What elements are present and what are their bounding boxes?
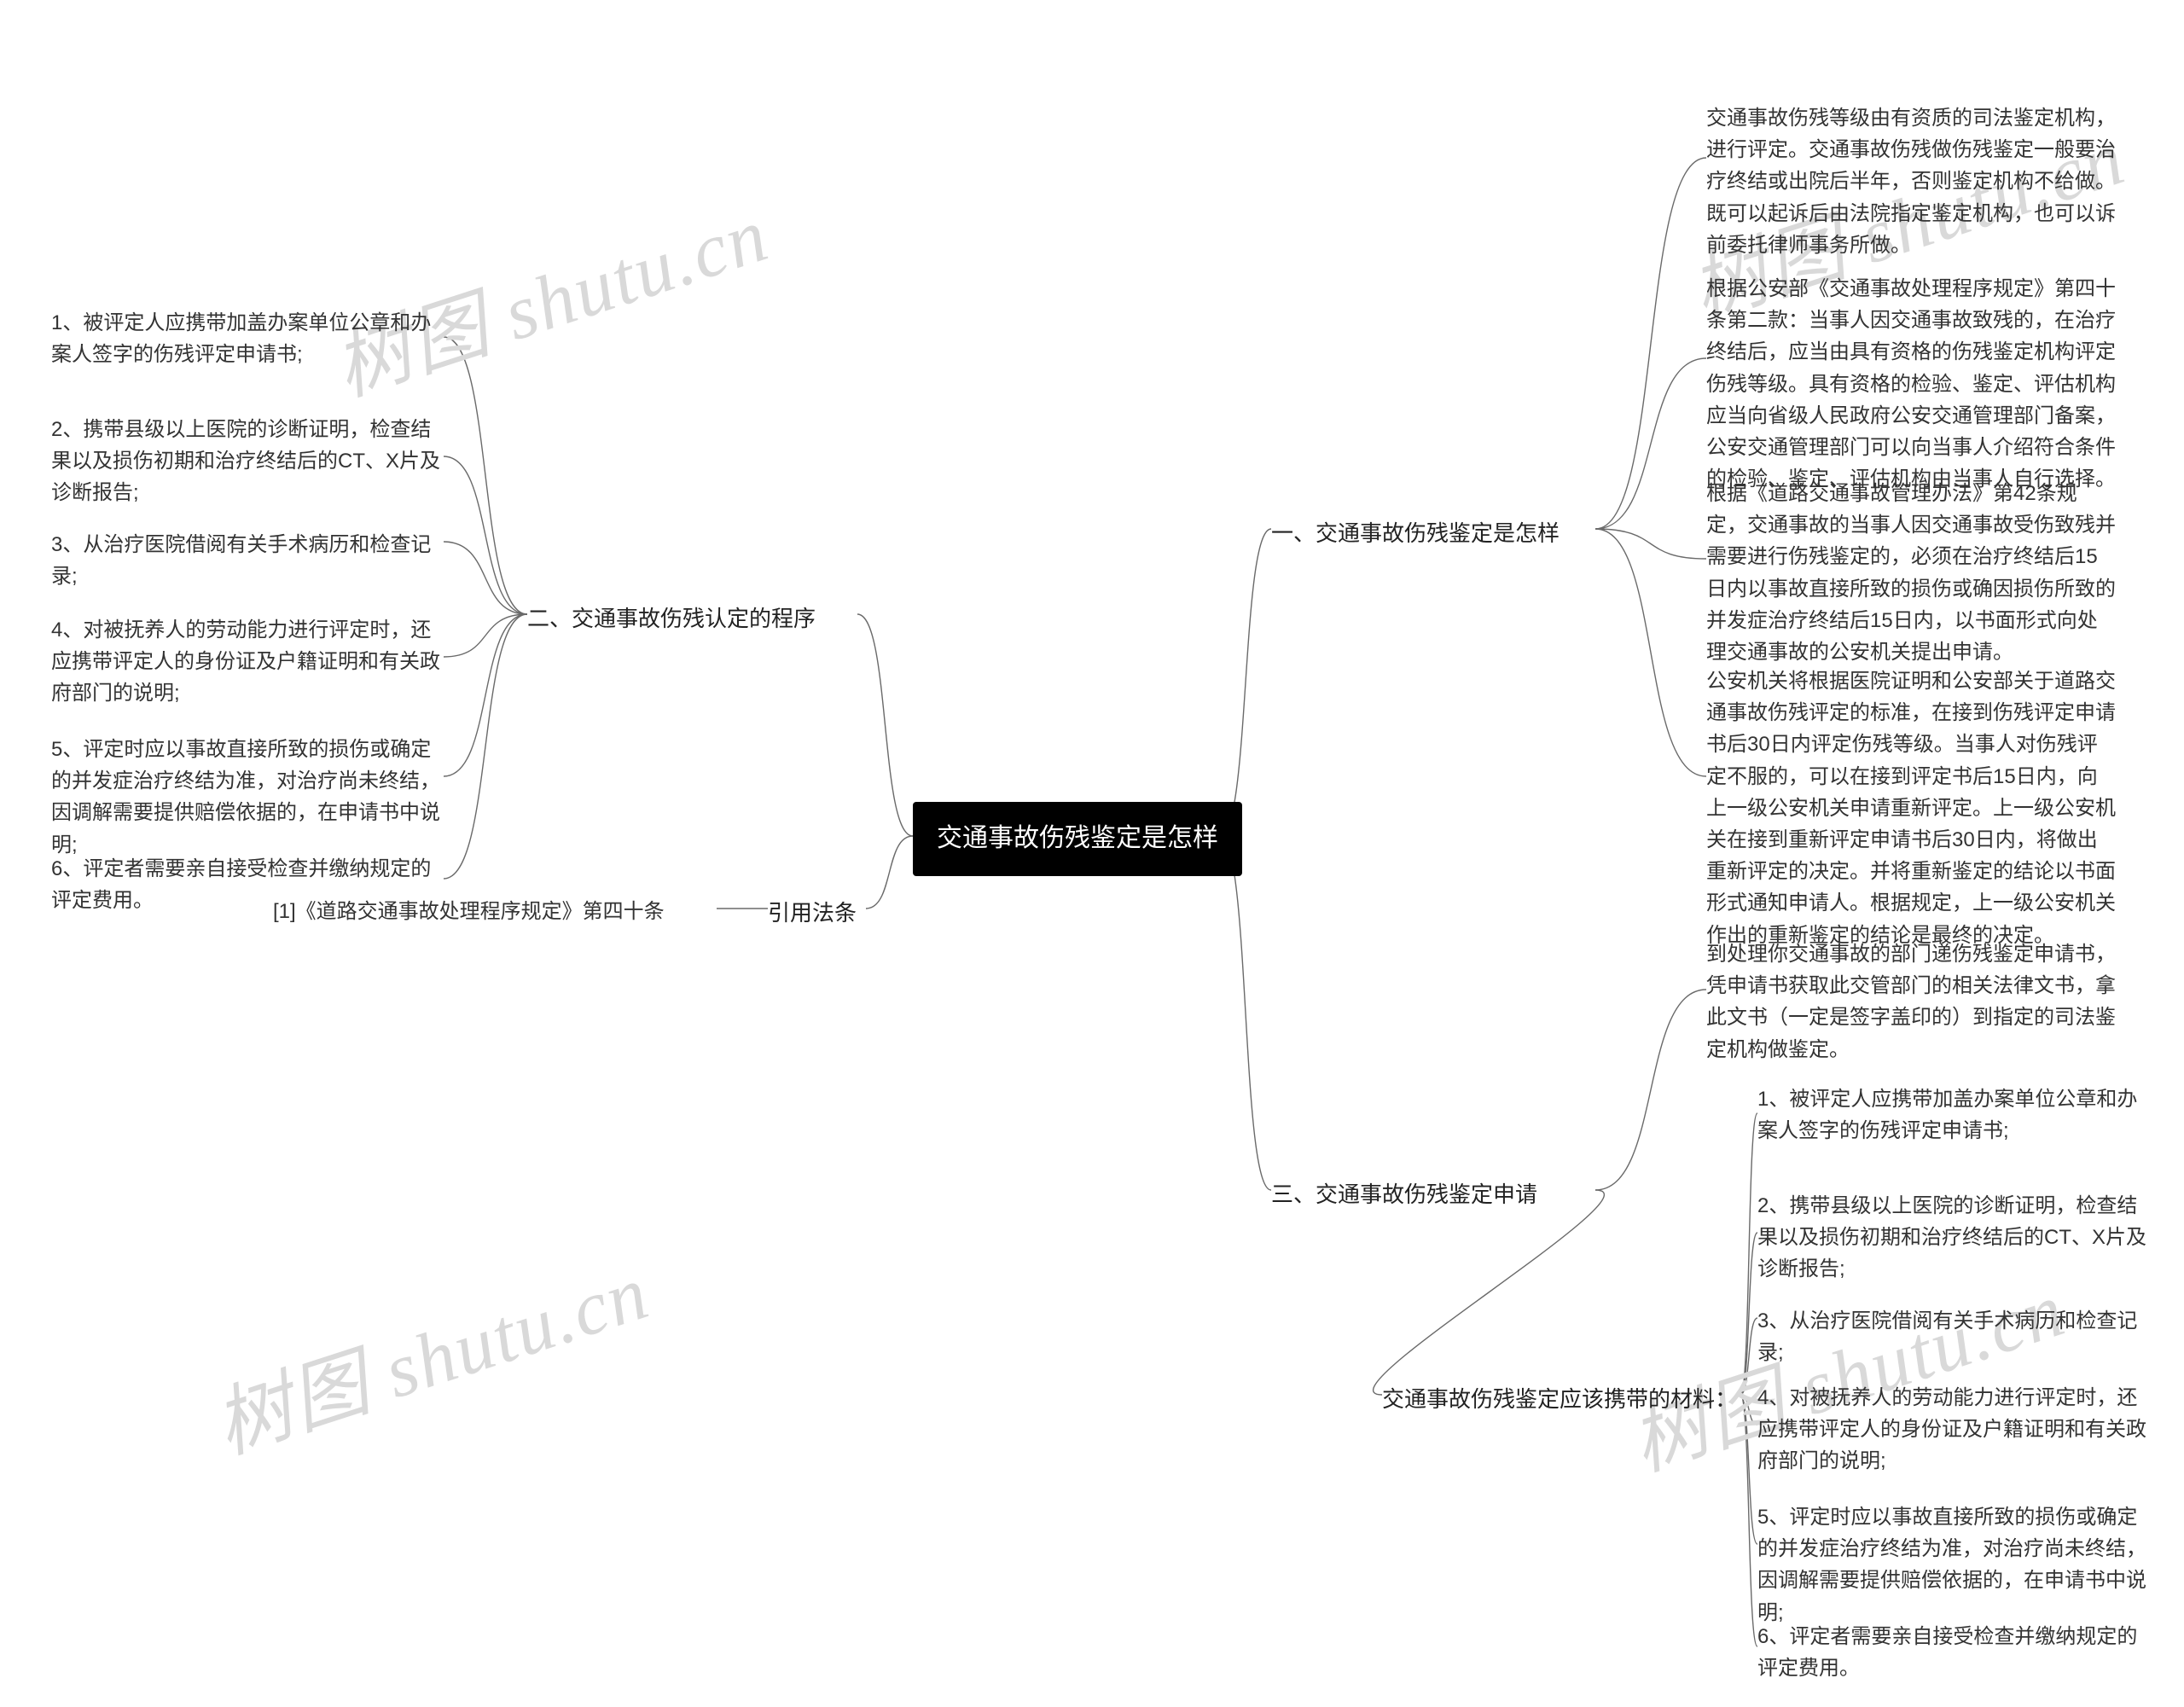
leaf-b3-6: 6、评定者需要亲自接受检查并缴纳规定的评定费用。 (1757, 1621, 2150, 1684)
watermark: 树图 shutu.cn (318, 172, 780, 416)
leaf-b2-1: 1、被评定人应携带加盖办案单位公章和办案人签字的伤残评定申请书; (51, 307, 444, 370)
branch-4[interactable]: 引用法条 (768, 896, 857, 930)
leaf-b4-1: [1]《道路交通事故处理程序规定》第四十条 (273, 896, 717, 927)
mindmap-canvas: 树图 shutu.cn 树图 shutu.cn 树图 shutu.cn 树图 s… (0, 0, 2184, 1707)
leaf-b3-2: 2、携带县级以上医院的诊断证明，检查结果以及损伤初期和治疗终结后的CT、X片及诊… (1757, 1190, 2150, 1286)
leaf-b2-3: 3、从治疗医院借阅有关手术病历和检查记录; (51, 529, 444, 592)
branch-3-sub[interactable]: 交通事故伤残鉴定应该携带的材料： (1382, 1382, 1740, 1416)
leaf-b3-0: 到处理你交通事故的部门递伤残鉴定申请书，凭申请书获取此交管部门的相关法律文书，拿… (1706, 938, 2116, 1065)
leaf-b1-1: 交通事故伤残等级由有资质的司法鉴定机构，进行评定。交通事故伤残做伤残鉴定一般要治… (1706, 102, 2116, 261)
leaf-b3-1: 1、被评定人应携带加盖办案单位公章和办案人签字的伤残评定申请书; (1757, 1083, 2150, 1147)
leaf-b2-2: 2、携带县级以上医院的诊断证明，检查结果以及损伤初期和治疗终结后的CT、X片及诊… (51, 414, 444, 509)
watermark: 树图 shutu.cn (199, 1230, 660, 1474)
leaf-b1-3: 根据《道路交通事故管理办法》第42条规定，交通事故的当事人因交通事故受伤致残并需… (1706, 478, 2116, 668)
leaf-b1-2: 根据公安部《交通事故处理程序规定》第四十条第二款：当事人因交通事故致残的，在治疗… (1706, 273, 2116, 495)
root-node[interactable]: 交通事故伤残鉴定是怎样 (913, 802, 1242, 876)
leaf-b2-5: 5、评定时应以事故直接所致的损伤或确定的并发症治疗终结为准，对治疗尚未终结，因调… (51, 734, 444, 861)
leaf-b3-5: 5、评定时应以事故直接所致的损伤或确定的并发症治疗终结为准，对治疗尚未终结，因调… (1757, 1501, 2150, 1629)
branch-1[interactable]: 一、交通事故伤残鉴定是怎样 (1271, 516, 1560, 550)
branch-3[interactable]: 三、交通事故伤残鉴定申请 (1271, 1177, 1537, 1211)
leaf-b2-4: 4、对被抚养人的劳动能力进行评定时，还应携带评定人的身份证及户籍证明和有关政府部… (51, 614, 444, 710)
leaf-b3-3: 3、从治疗医院借阅有关手术病历和检查记录; (1757, 1305, 2150, 1368)
branch-2[interactable]: 二、交通事故伤残认定的程序 (527, 601, 816, 636)
leaf-b3-4: 4、对被抚养人的劳动能力进行评定时，还应携带评定人的身份证及户籍证明和有关政府部… (1757, 1382, 2150, 1478)
leaf-b1-4: 公安机关将根据医院证明和公安部关于道路交通事故伤残评定的标准，在接到伤残评定申请… (1706, 665, 2116, 951)
